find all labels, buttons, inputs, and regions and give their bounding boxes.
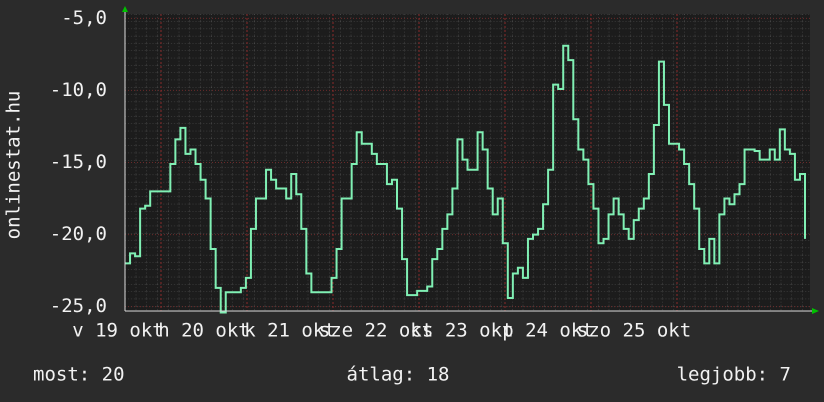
- x-tick-label: cs 23 okt: [411, 320, 514, 342]
- x-tick-label: sze 22 okt: [319, 320, 433, 342]
- x-tick-label: v 19 okt: [72, 320, 164, 342]
- x-tick-label: p 24 okt: [502, 320, 594, 342]
- x-tick-label: k 21 okt: [244, 320, 336, 342]
- x-tick-label: h 20 okt: [158, 320, 250, 342]
- footer-stat: most: 20: [33, 364, 125, 386]
- grid: [125, 14, 810, 311]
- x-tick-label: szo 25 okt: [577, 320, 691, 342]
- footer-stat: legjobb: 7: [677, 364, 791, 386]
- line: [125, 44, 806, 314]
- y-tick-label: -5,0: [61, 7, 107, 29]
- y-tick-label: -25,0: [50, 295, 107, 317]
- footer-stat: átlag: 18: [347, 364, 450, 386]
- y-tick-label: -20,0: [50, 223, 107, 245]
- y-tick-label: -15,0: [50, 151, 107, 173]
- series: [125, 44, 806, 314]
- y-arrow: [122, 6, 128, 12]
- y-tick-label: -10,0: [50, 79, 107, 101]
- x-arrow: [812, 308, 819, 314]
- y-axis-label: onlinestat.hu: [3, 91, 25, 240]
